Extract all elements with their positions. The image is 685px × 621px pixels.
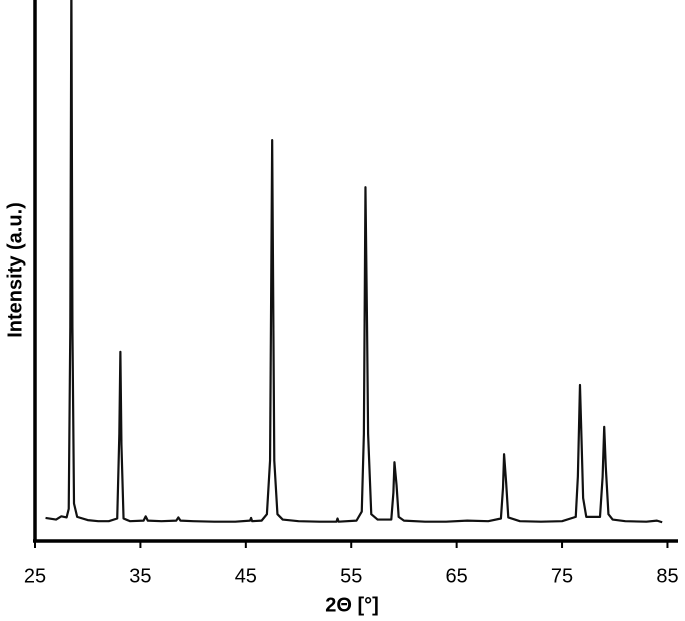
- x-tick-label: 55: [340, 565, 362, 587]
- x-tick-label: 35: [129, 565, 151, 587]
- x-tick-label: 75: [551, 565, 573, 587]
- x-tick-label: 45: [235, 565, 257, 587]
- x-tick-label: 25: [24, 565, 46, 587]
- x-tick-label: 65: [446, 565, 468, 587]
- xrd-line: [45, 0, 663, 524]
- x-axis-label: 2Θ [°]: [325, 594, 379, 616]
- x-tick-label: 85: [656, 565, 678, 587]
- y-axis-label: Intensity (a.u.): [4, 202, 26, 338]
